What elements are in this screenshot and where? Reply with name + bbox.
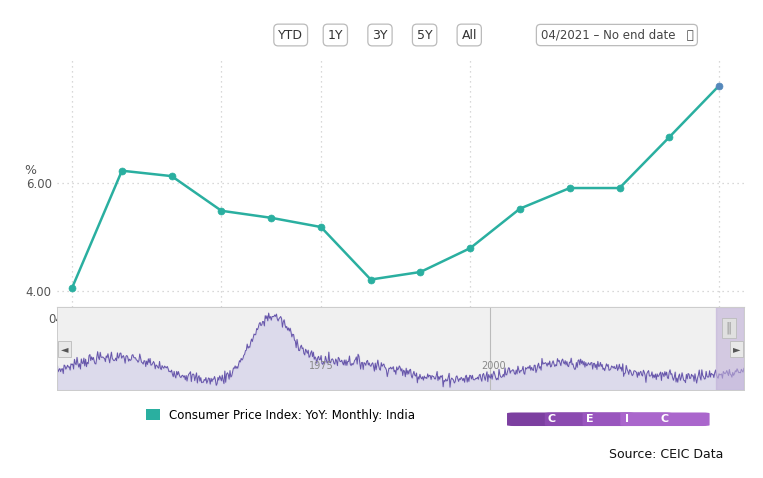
Text: 5Y: 5Y: [417, 29, 433, 42]
Bar: [716, 307, 744, 390]
FancyBboxPatch shape: [545, 413, 634, 426]
Text: 1975: 1975: [309, 361, 334, 371]
Y-axis label: %: %: [24, 163, 36, 177]
Text: I: I: [625, 414, 629, 424]
FancyBboxPatch shape: [620, 413, 710, 426]
Text: ◄: ◄: [61, 344, 68, 354]
Text: 2000: 2000: [481, 361, 506, 371]
Text: ►: ►: [733, 344, 740, 354]
Legend: Consumer Price Index: YoY: Monthly: India: Consumer Price Index: YoY: Monthly: Indi…: [146, 409, 415, 422]
FancyBboxPatch shape: [507, 413, 596, 426]
FancyBboxPatch shape: [583, 413, 671, 426]
Text: YTD: YTD: [278, 29, 303, 42]
Text: 1Y: 1Y: [327, 29, 343, 42]
Text: E: E: [586, 414, 593, 424]
Text: C: C: [661, 414, 669, 424]
Text: All: All: [462, 29, 477, 42]
Text: 04/2021 – No end date   📅: 04/2021 – No end date 📅: [540, 29, 694, 42]
Text: 3Y: 3Y: [372, 29, 388, 42]
Text: Source: CEIC Data: Source: CEIC Data: [609, 448, 723, 461]
Text: ‖: ‖: [726, 321, 732, 335]
Text: C: C: [548, 414, 555, 424]
